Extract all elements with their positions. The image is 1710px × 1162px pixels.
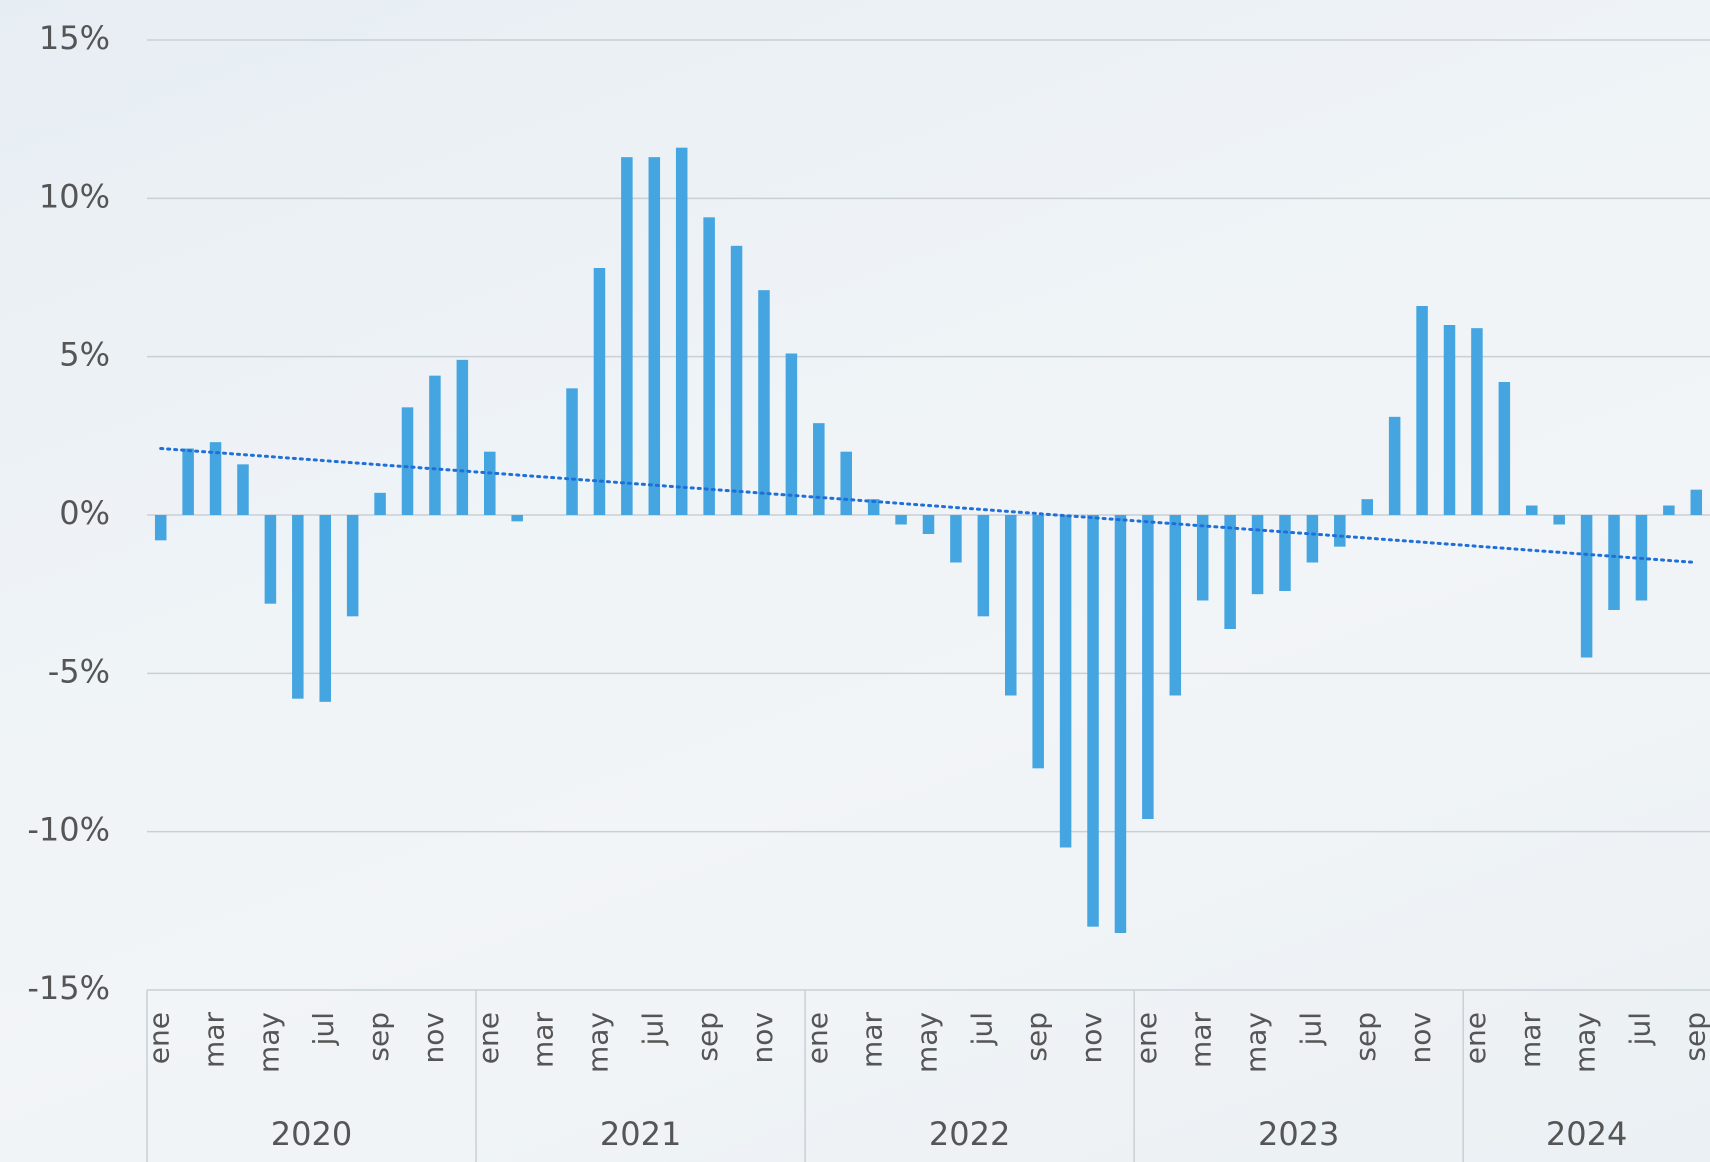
y-tick-label: 5% [59,336,110,374]
bar [621,157,633,515]
bar [978,515,990,616]
bar [1087,515,1099,927]
bar [457,360,469,515]
x-group-label: 2023 [1258,1115,1339,1153]
bar [1416,306,1428,515]
bar [758,290,770,515]
x-tick-label: mar [527,1012,560,1068]
x-tick-label: sep [362,1012,395,1062]
x-tick-label: ene [472,1012,505,1064]
y-tick-label: 15% [39,19,110,57]
x-tick-label: may [911,1012,944,1073]
bar [1471,328,1483,515]
x-tick-label: nov [417,1012,450,1063]
x-tick-label: sep [1020,1012,1053,1062]
bar [1279,515,1291,591]
bar [1252,515,1264,594]
bar [1224,515,1236,629]
x-tick-label: mar [198,1012,231,1068]
y-tick-label: 0% [59,494,110,532]
backdrop [0,0,1710,1162]
bar [950,515,962,563]
x-tick-label: ene [801,1012,834,1064]
bar [676,148,688,515]
x-tick-label: sep [1349,1012,1382,1062]
bar [923,515,935,534]
bar [731,246,743,515]
bar [1005,515,1017,696]
bar [1060,515,1072,848]
x-tick-label: mar [1514,1012,1547,1068]
x-group-label: 2021 [600,1115,681,1153]
x-group-label: 2022 [929,1115,1010,1153]
bar [237,464,249,515]
bar [1608,515,1620,610]
bar [319,515,331,702]
y-tick-label: 10% [39,177,110,215]
bar [566,388,578,515]
bar [1444,325,1456,515]
bar [1526,506,1538,516]
x-tick-label: jul [965,1012,998,1046]
bar [1170,515,1182,696]
bar [813,423,825,515]
bar [292,515,304,699]
bar [1581,515,1593,658]
x-tick-label: may [252,1012,285,1073]
x-group-label: 2024 [1546,1115,1627,1153]
x-tick-label: jul [1294,1012,1327,1046]
bar [511,515,523,521]
x-tick-label: ene [1130,1012,1163,1064]
bar [703,217,715,515]
bar [895,515,907,525]
bar [182,449,194,516]
bar [1663,506,1675,516]
bar [374,493,386,515]
x-tick-label: nov [746,1012,779,1063]
bar [649,157,661,515]
x-tick-label: ene [143,1012,176,1064]
bar [1691,490,1703,515]
bar [347,515,359,616]
x-tick-label: may [581,1012,614,1073]
bar [1115,515,1127,933]
bar [786,354,798,516]
y-tick-label: -5% [48,652,110,690]
bar [594,268,606,515]
bar [1307,515,1319,563]
bar [1361,499,1373,515]
y-tick-label: -10% [27,811,110,849]
x-tick-label: mar [1185,1012,1218,1068]
x-tick-label: sep [691,1012,724,1062]
bar [1499,382,1511,515]
y-tick-label: -15% [27,969,110,1007]
x-tick-label: sep [1678,1012,1710,1062]
bar [1389,417,1401,515]
x-tick-label: mar [856,1012,889,1068]
bar [1197,515,1209,601]
x-tick-label: jul [636,1012,669,1046]
bar [155,515,167,540]
bar [402,407,414,515]
x-tick-label: may [1569,1012,1602,1073]
bar [1553,515,1565,525]
x-tick-label: nov [1404,1012,1437,1063]
chart: -15% -10% -5% 0% 5% 10% 15% 2020 2021 2022 2023 202… [0,0,1710,1162]
x-group-label: 2020 [271,1115,352,1153]
bar [840,452,852,515]
bar [1032,515,1044,768]
x-tick-label: jul [1623,1012,1656,1046]
bar [484,452,496,515]
bar [429,376,441,515]
bar [265,515,277,604]
x-tick-label: nov [1075,1012,1108,1063]
x-tick-label: ene [1459,1012,1492,1064]
x-tick-label: jul [307,1012,340,1046]
x-tick-label: may [1240,1012,1273,1073]
bar [1142,515,1154,819]
bar [1334,515,1346,547]
